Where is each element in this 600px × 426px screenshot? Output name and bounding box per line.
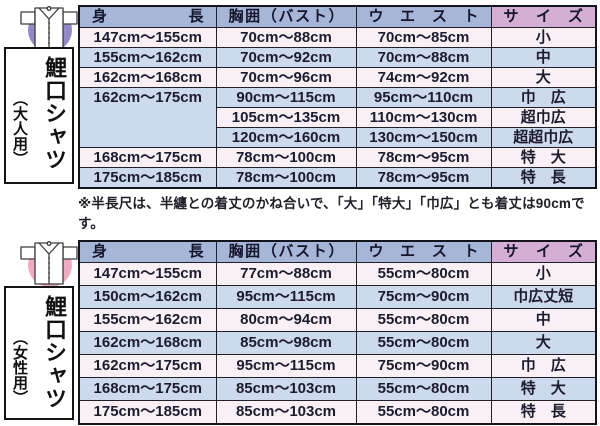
cell-chest: 85cm～103cm bbox=[215, 400, 357, 425]
cell-size: 中 bbox=[490, 47, 597, 68]
cell-size: 大 bbox=[490, 331, 597, 355]
col-header-waist: ウエスト bbox=[355, 5, 492, 28]
women-product-label-box: 鯉口シャツ （女性用） bbox=[4, 286, 74, 420]
koikuchi-shirt-icon bbox=[20, 241, 78, 285]
cell-chest: 80cm～94cm bbox=[215, 308, 357, 332]
cell-waist: 78cm～95cm bbox=[355, 167, 492, 189]
table-row: 147cm～155cm 77cm～88cm 55cm～80cm 小 bbox=[78, 262, 597, 286]
table-row: 155cm～162cm 80cm～94cm 55cm～80cm 中 bbox=[78, 308, 597, 332]
table-row: 175cm～185cm 78cm～100cm 78cm～95cm 特 長 bbox=[78, 167, 597, 189]
cell-height: 147cm～155cm bbox=[78, 27, 217, 48]
cell-size: 特 長 bbox=[490, 400, 597, 425]
table-row: 168cm～175cm 78cm～100cm 78cm～95cm 特 大 bbox=[78, 147, 597, 168]
cell-chest: 95cm～115cm bbox=[215, 285, 357, 309]
cell-size: 大 bbox=[490, 67, 597, 88]
cell-waist: 70cm～88cm bbox=[355, 47, 492, 68]
cell-height: 147cm～155cm bbox=[78, 262, 217, 286]
cell-height: 175cm～185cm bbox=[78, 167, 217, 189]
cell-size: 中 bbox=[490, 308, 597, 332]
cell-height: 162cm～168cm bbox=[78, 331, 217, 355]
cell-chest: 120cm～160cm bbox=[215, 127, 357, 148]
table-row: 162cm～168cm 70cm～96cm 74cm～92cm 大 bbox=[78, 67, 597, 88]
cell-waist: 70cm～85cm bbox=[355, 27, 492, 48]
col-header-chest: 胸囲（バスト） bbox=[215, 240, 357, 263]
table-row: 168cm～175cm 85cm～103cm 55cm～80cm 特 大 bbox=[78, 377, 597, 401]
cell-size: 小 bbox=[490, 262, 597, 286]
cell-chest: 105cm～135cm bbox=[215, 107, 357, 128]
cell-size: 超超巾広 bbox=[490, 127, 597, 148]
adult-product-label-box: 鯉口シャツ （大人用） bbox=[4, 47, 74, 184]
cell-height: 168cm～175cm bbox=[78, 147, 217, 168]
table-row: 150cm～162cm 95cm～115cm 75cm～90cm 巾広丈短 bbox=[78, 285, 597, 309]
women-shirt-illustration bbox=[19, 236, 79, 290]
cell-waist: 55cm～80cm bbox=[355, 400, 492, 425]
cell-chest: 85cm～98cm bbox=[215, 331, 357, 355]
table-row: 120cm～160cm 130cm～150cm 超超巾広 bbox=[79, 127, 597, 148]
cell-waist: 95cm～110cm bbox=[355, 87, 492, 108]
table-row: 175cm～185cm 85cm～103cm 55cm～80cm 特 長 bbox=[78, 400, 597, 425]
cell-chest: 70cm～88cm bbox=[215, 27, 357, 48]
cell-chest: 70cm～96cm bbox=[215, 67, 357, 88]
cell-chest: 78cm～100cm bbox=[215, 167, 357, 189]
cell-height: 168cm～175cm bbox=[78, 377, 217, 401]
cell-chest: 85cm～103cm bbox=[215, 377, 357, 401]
table-row: 155cm～162cm 70cm～92cm 70cm～88cm 中 bbox=[78, 47, 597, 68]
col-header-height: 身長 bbox=[78, 240, 217, 263]
cell-waist: 110cm～130cm bbox=[355, 107, 492, 128]
cell-size: 特 大 bbox=[490, 147, 597, 168]
cell-waist: 55cm～80cm bbox=[355, 377, 492, 401]
cell-chest: 77cm～88cm bbox=[215, 262, 357, 286]
cell-size: 特 大 bbox=[490, 377, 597, 401]
col-header-chest: 胸囲（バスト） bbox=[215, 5, 357, 28]
cell-height: 155cm～162cm bbox=[78, 308, 217, 332]
table-row: 162cm～175cm 90cm～115cm 95cm～110cm 巾 広 bbox=[78, 87, 597, 148]
footnote: ※半長尺は、半纏との着丈のかね合いで、「大」「特大」「巾広」とも着丈は90cmで… bbox=[78, 196, 585, 231]
koikuchi-shirt-icon bbox=[20, 6, 78, 50]
cell-size: 巾 広 bbox=[490, 87, 597, 108]
cell-height: 155cm～162cm bbox=[78, 47, 217, 68]
product-name: 鯉口シャツ bbox=[42, 56, 67, 171]
cell-waist: 74cm～92cm bbox=[355, 67, 492, 88]
cell-height: 175cm～185cm bbox=[78, 400, 217, 425]
cell-size: 巾 広 bbox=[490, 354, 597, 378]
cell-chest: 95cm～115cm bbox=[215, 354, 357, 378]
cell-waist: 75cm～90cm bbox=[355, 354, 492, 378]
product-audience: （女性用） bbox=[11, 330, 28, 405]
adult-size-table: 身長 胸囲（バスト） ウエスト サイズ 147cm～155cm 70cm～88c… bbox=[78, 5, 597, 189]
cell-waist: 55cm～80cm bbox=[355, 262, 492, 286]
women-size-table: 身長 胸囲（バスト） ウエスト サイズ 147cm～155cm 77cm～88c… bbox=[78, 240, 597, 425]
cell-height: 162cm～175cm bbox=[78, 354, 217, 378]
cell-chest: 90cm～115cm bbox=[215, 87, 357, 108]
col-header-size: サイズ bbox=[490, 5, 597, 28]
cell-waist: 55cm～80cm bbox=[355, 331, 492, 355]
product-audience: （大人用） bbox=[11, 91, 28, 166]
header-row: 身長 胸囲（バスト） ウエスト サイズ bbox=[78, 240, 597, 263]
header-row: 身長 胸囲（バスト） ウエスト サイズ bbox=[78, 5, 597, 28]
cell-height: 162cm～168cm bbox=[78, 67, 217, 88]
col-header-waist: ウエスト bbox=[355, 240, 492, 263]
cell-size: 超巾広 bbox=[490, 107, 597, 128]
cell-height: 150cm～162cm bbox=[78, 285, 217, 309]
cell-height-merged: 162cm～175cm bbox=[78, 87, 217, 148]
adult-shirt-illustration bbox=[19, 1, 79, 55]
table-row: 147cm～155cm 70cm～88cm 70cm～85cm 小 bbox=[78, 27, 597, 48]
cell-size: 巾広丈短 bbox=[490, 285, 597, 309]
col-header-size: サイズ bbox=[490, 240, 597, 263]
cell-waist: 55cm～80cm bbox=[355, 308, 492, 332]
cell-size: 小 bbox=[490, 27, 597, 48]
cell-waist: 78cm～95cm bbox=[355, 147, 492, 168]
cell-chest: 78cm～100cm bbox=[215, 147, 357, 168]
table-row: 162cm～168cm 85cm～98cm 55cm～80cm 大 bbox=[78, 331, 597, 355]
col-header-height: 身長 bbox=[78, 5, 217, 28]
table-row: 162cm～175cm 95cm～115cm 75cm～90cm 巾 広 bbox=[78, 354, 597, 378]
product-name: 鯉口シャツ bbox=[42, 295, 67, 410]
cell-size: 特 長 bbox=[490, 167, 597, 189]
cell-waist: 75cm～90cm bbox=[355, 285, 492, 309]
cell-waist: 130cm～150cm bbox=[355, 127, 492, 148]
cell-chest: 70cm～92cm bbox=[215, 47, 357, 68]
